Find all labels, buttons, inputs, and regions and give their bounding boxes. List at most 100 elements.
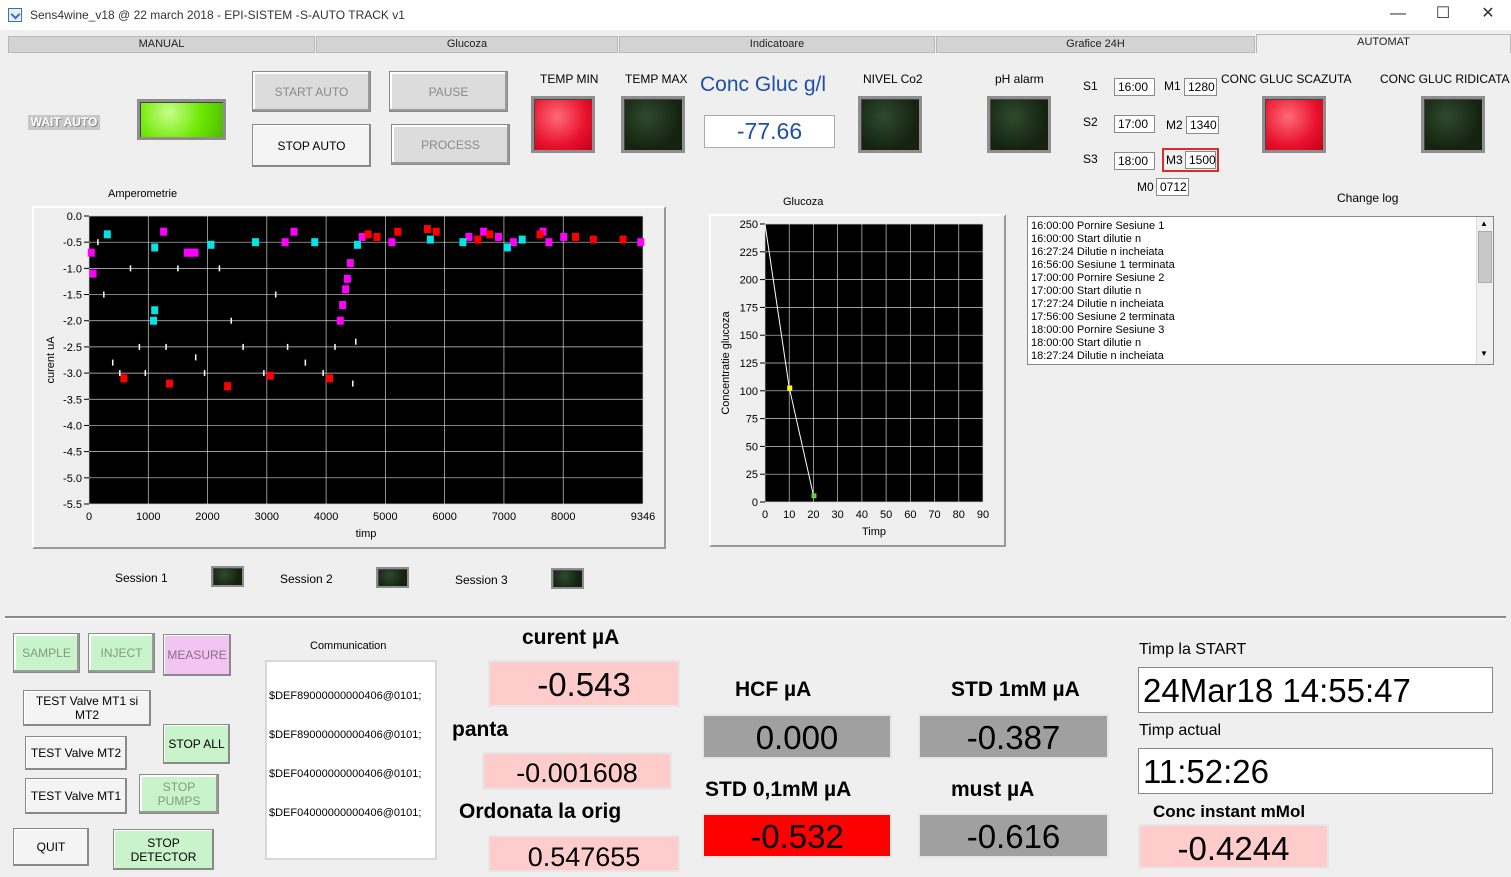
- session-1-label: Session 1: [115, 571, 168, 585]
- ordonata-value: 0.547655: [488, 835, 680, 872]
- panta-value: -0.001608: [482, 752, 672, 790]
- data-point: [191, 248, 199, 257]
- log-line: 17:27:24 Dilutie n incheiata: [1031, 298, 1164, 310]
- amperometrie-chart: 0 1000 2000 3000 4000 5000 6000 7000 8000 9346 0.0…: [45, 211, 655, 540]
- tab-grafice-24h[interactable]: Grafice 24H: [936, 36, 1255, 53]
- x-tick-label: 4000: [314, 511, 338, 523]
- measure-button[interactable]: MEASURE: [163, 634, 231, 676]
- x-tick-label: 8000: [551, 511, 575, 523]
- session-2-led: [376, 567, 409, 588]
- m1-field[interactable]: 1280: [1184, 78, 1217, 96]
- must-title: must µA: [951, 778, 1035, 801]
- data-point: [251, 238, 259, 247]
- data-point: [311, 238, 319, 247]
- stop-auto-button[interactable]: STOP AUTO: [252, 124, 371, 167]
- minimize-icon[interactable]: —: [1390, 5, 1406, 22]
- close-icon[interactable]: ✕: [1481, 5, 1495, 22]
- scroll-thumb[interactable]: [1478, 231, 1492, 283]
- conc-instant-title: Conc instant mMol: [1153, 802, 1306, 821]
- log-line: 17:00:00 Start dilutie n: [1031, 285, 1142, 297]
- tab-automat[interactable]: AUTOMAT: [1256, 34, 1511, 53]
- y-tick-label: 25: [746, 469, 758, 481]
- temp-min-led: [531, 96, 595, 153]
- x-tick-label: 6000: [432, 511, 456, 523]
- scroll-up-icon[interactable]: ▲: [1480, 219, 1488, 228]
- data-point: [166, 379, 174, 388]
- conc-gluc-scazuta-led: [1262, 96, 1326, 153]
- test-valve-mt1-mt2-button[interactable]: TEST Valve MT1 si MT2: [23, 690, 151, 726]
- inject-button[interactable]: INJECT: [88, 633, 155, 673]
- y-tick-label: -5.5: [63, 499, 82, 511]
- temp-min-label: TEMP MIN: [540, 72, 599, 86]
- m3-highlight: [1162, 148, 1219, 172]
- ph-alarm-label: pH alarm: [995, 72, 1044, 86]
- scroll-down-icon[interactable]: ▼: [1480, 349, 1488, 358]
- pause-button[interactable]: PAUSE: [389, 71, 508, 112]
- window-title: Sens4wine_v18 @ 22 march 2018 - EPI-SIST…: [30, 8, 300, 22]
- x-tick-label: 40: [856, 509, 868, 521]
- y-tick-label: -3.0: [63, 368, 82, 380]
- s3-field[interactable]: 18:00: [1114, 152, 1155, 170]
- data-point: [545, 238, 553, 247]
- log-line: 18:00:00 Start dilutie n: [1031, 337, 1142, 349]
- data-point: [486, 230, 494, 239]
- session-3-led: [551, 568, 584, 589]
- maximize-icon[interactable]: ☐: [1435, 5, 1451, 22]
- comm-line: $DEF89000000000406@0101;: [269, 690, 422, 702]
- data-point: [224, 382, 232, 391]
- x-tick-label: 0: [86, 511, 92, 523]
- tab-manual[interactable]: MANUAL: [8, 36, 315, 53]
- s1-field[interactable]: 16:00: [1114, 78, 1155, 96]
- m3-label: M3: [1166, 153, 1183, 167]
- data-point: [326, 374, 334, 383]
- m0-field[interactable]: 0712: [1156, 178, 1189, 196]
- curent-value: -0.543: [488, 660, 680, 707]
- conc-gluc-title: Conc Gluc g/l: [700, 73, 827, 96]
- data-point: [336, 316, 344, 325]
- comm-line: $DEF04000000000406@0101;: [269, 768, 422, 780]
- log-line: 16:00:00 Start dilutie n: [1031, 233, 1142, 245]
- y-tick-label: -4.0: [63, 420, 82, 432]
- section-divider: [5, 616, 1506, 619]
- comm-line: $DEF89000000000406@0101;: [269, 729, 422, 741]
- conc-instant-value: -0.4244: [1138, 824, 1329, 869]
- x-tick-label: 20: [807, 509, 819, 521]
- stop-all-button[interactable]: STOP ALL: [163, 724, 230, 764]
- data-point: [480, 227, 488, 236]
- x-tick-label: 60: [904, 509, 916, 521]
- change-log-list[interactable]: 16:00:00 Pornire Sesiune 1 16:00:00 Start…: [1027, 216, 1494, 365]
- s2-field[interactable]: 17:00: [1114, 115, 1155, 133]
- tab-glucoza[interactable]: Glucoza: [316, 36, 618, 53]
- data-point: [346, 259, 354, 268]
- amperometrie-title: Amperometrie: [108, 188, 178, 200]
- start-auto-button[interactable]: START AUTO: [252, 71, 371, 112]
- data-point: [150, 316, 158, 325]
- data-point: [572, 232, 580, 241]
- title-bar: [0, 0, 1511, 30]
- test-valve-mt2-button[interactable]: TEST Valve MT2: [25, 736, 127, 770]
- tab-indicatoare[interactable]: Indicatoare: [619, 36, 935, 53]
- stop-pumps-button[interactable]: STOP PUMPS: [139, 774, 219, 814]
- test-valve-mt1-button[interactable]: TEST Valve MT1: [25, 778, 127, 814]
- app-icon[interactable]: [8, 8, 22, 22]
- timp-start-value: 24Mar18 14:55:47: [1138, 667, 1493, 713]
- quit-button[interactable]: QUIT: [13, 828, 89, 866]
- must-value: -0.616: [918, 813, 1109, 858]
- sample-button[interactable]: SAMPLE: [13, 633, 80, 673]
- change-log-scrollbar[interactable]: ▲ ▼: [1476, 217, 1493, 364]
- comm-line: $DEF04000000000406@0101;: [269, 807, 422, 819]
- process-button[interactable]: PROCESS: [391, 124, 510, 165]
- wait-auto-led: [137, 99, 226, 140]
- data-point: [342, 285, 350, 294]
- x-tick-label: 5000: [373, 511, 397, 523]
- session-1-led: [211, 566, 244, 587]
- m2-field[interactable]: 1340: [1186, 116, 1219, 134]
- log-line: 16:56:00 Sesiune 1 terminata: [1031, 259, 1175, 271]
- std01-value: -0.532: [702, 813, 892, 858]
- std1-title: STD 1mM µA: [951, 678, 1080, 701]
- data-point: [373, 232, 381, 241]
- stop-detector-button[interactable]: STOP DETECTOR: [113, 829, 214, 870]
- m3-field[interactable]: 1500: [1185, 151, 1216, 169]
- y-tick-label: 150: [740, 330, 758, 342]
- y-tick-label: 0.0: [67, 211, 82, 223]
